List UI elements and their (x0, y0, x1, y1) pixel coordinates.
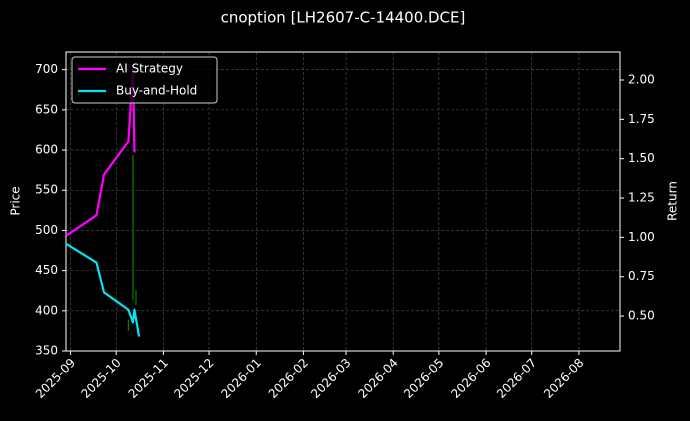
y2-tick-label: 1.00 (628, 230, 655, 244)
x-tick-label: 2026-08 (541, 356, 586, 401)
series-line (65, 242, 141, 337)
y-tick-label: 700 (35, 62, 58, 76)
y-tick-label: 400 (35, 303, 58, 317)
plot-frame (65, 51, 621, 352)
y2-tick-label: 1.25 (628, 191, 655, 205)
y-tick-label: 650 (35, 102, 58, 116)
y-tick-label: 600 (35, 143, 58, 157)
x-tick-label: 2025-11 (126, 356, 171, 401)
x-tick-label: 2026-03 (308, 356, 353, 401)
y2-tick-label: 1.50 (628, 151, 655, 165)
y-tick-label: 550 (35, 183, 58, 197)
x-tick-label: 2026-01 (218, 356, 263, 401)
legend-label: AI Strategy (116, 62, 183, 76)
y-tick-label: 350 (35, 344, 58, 358)
x-tick-label: 2025-12 (171, 356, 216, 401)
x-tick-label: 2025-09 (33, 356, 78, 401)
legend-box (71, 56, 218, 104)
legend-label: Buy-and-Hold (116, 84, 197, 98)
y2-axis-label: Return (666, 181, 680, 221)
y-tick-label: 500 (35, 223, 58, 237)
x-tick-label: 2026-05 (401, 356, 446, 401)
chart-title: cnoption [LH2607-C-14400.DCE] (221, 9, 466, 27)
y2-tick-label: 2.00 (628, 73, 655, 87)
y2-tick-label: 1.75 (628, 112, 655, 126)
x-tick-label: 2026-06 (448, 356, 493, 401)
y-tick-label: 450 (35, 263, 58, 277)
y2-tick-label: 0.75 (628, 269, 655, 283)
x-tick-label: 2026-02 (266, 356, 311, 401)
x-tick-label: 2025-10 (78, 356, 123, 401)
x-tick-label: 2026-07 (494, 356, 539, 401)
y2-tick-label: 0.50 (628, 309, 655, 323)
x-tick-label: 2026-04 (355, 356, 400, 401)
y-axis-label: Price (9, 186, 23, 215)
